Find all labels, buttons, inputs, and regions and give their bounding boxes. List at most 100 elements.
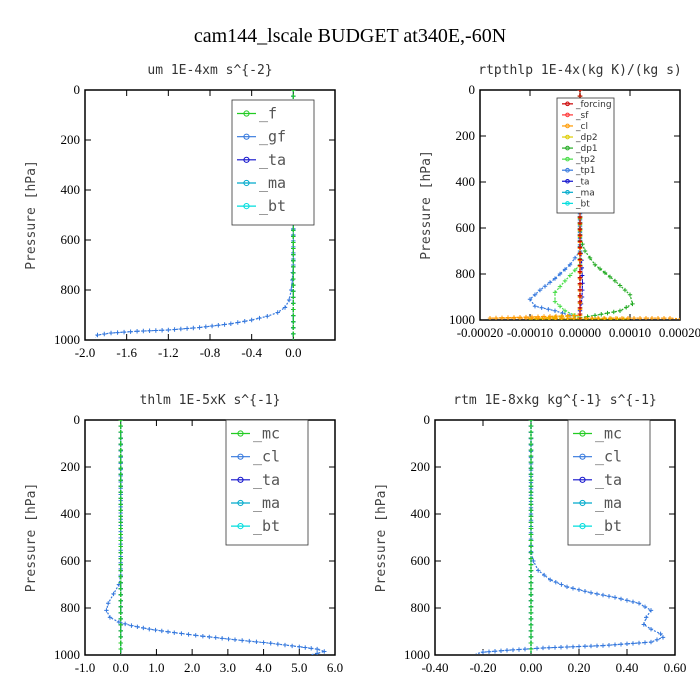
data-point [577, 257, 583, 262]
data-point [265, 314, 270, 319]
data-point [619, 315, 625, 320]
data-point [275, 310, 280, 315]
legend-marker [237, 476, 244, 483]
data-point [118, 478, 123, 483]
data-point [118, 496, 123, 501]
x-tick-label: 6.0 [327, 660, 343, 675]
data-point [118, 453, 123, 459]
data-point [165, 629, 171, 634]
y-tick-label: 200 [411, 459, 431, 474]
data-point [528, 514, 534, 519]
legend-marker [565, 190, 570, 195]
legend: _f _gf _ta _ma _bt [231, 99, 315, 226]
data-point [118, 508, 123, 513]
data-point [486, 649, 492, 654]
legend-label: _dp2 [575, 133, 598, 143]
data-point [594, 643, 600, 649]
data-point [642, 604, 648, 610]
data-point [592, 262, 598, 267]
legend-marker [565, 167, 570, 173]
data-point [546, 645, 552, 650]
series-group [104, 420, 327, 655]
data-point [291, 331, 296, 337]
data-point [600, 643, 606, 648]
data-point [532, 304, 538, 309]
data-point [572, 255, 578, 261]
data-point [118, 472, 123, 477]
data-point [572, 267, 578, 273]
data-point [596, 316, 601, 320]
data-point [118, 556, 123, 561]
data-point [528, 544, 534, 549]
data-point [540, 645, 546, 651]
data-point [197, 325, 202, 330]
data-point [118, 640, 123, 646]
data-point [577, 220, 583, 226]
data-point [504, 648, 510, 653]
legend-label: _ma [595, 494, 622, 512]
data-point [111, 591, 116, 597]
data-point [587, 255, 593, 261]
data-point [528, 490, 534, 495]
data-point [141, 328, 146, 334]
legend-marker [243, 133, 250, 140]
data-point [118, 604, 123, 609]
data-point [660, 635, 666, 640]
data-point [153, 328, 159, 333]
legend-label: _ma [253, 494, 280, 512]
data-point [219, 636, 225, 641]
legend-marker [565, 145, 570, 151]
data-point [577, 227, 583, 232]
data-point [134, 329, 140, 334]
data-point [510, 647, 516, 653]
data-point [595, 315, 601, 320]
data-point [308, 646, 314, 651]
data-point [630, 599, 636, 605]
x-tick-label: -2.0 [75, 345, 96, 360]
legend-marker [565, 112, 570, 118]
data-point [282, 642, 288, 648]
data-point [118, 459, 123, 465]
data-point [118, 502, 123, 507]
data-point [172, 327, 177, 332]
data-point [118, 598, 123, 603]
plot-frame [84, 419, 336, 656]
data-point [597, 266, 603, 272]
data-point [565, 315, 571, 320]
y-tick-label: 1000 [54, 647, 80, 662]
y-axis-label: Pressure [hPa] [374, 483, 389, 593]
data-point [529, 315, 535, 320]
data-point [247, 638, 252, 644]
data-point [648, 626, 654, 632]
legend-marker [243, 203, 250, 210]
data-point [492, 649, 498, 654]
data-point [291, 90, 296, 93]
data-point [289, 643, 295, 649]
data-point [291, 258, 296, 263]
data-point [528, 586, 534, 591]
data-point [624, 641, 630, 647]
data-point [261, 640, 266, 645]
y-tick-label: 800 [61, 600, 81, 615]
data-point [118, 466, 123, 471]
data-point [539, 305, 544, 310]
x-tick-label: 3.0 [220, 660, 236, 675]
legend-marker [237, 523, 244, 530]
data-point [606, 642, 612, 648]
data-point [589, 315, 595, 320]
data-point [577, 233, 583, 238]
x-tick-label: -0.8 [200, 345, 221, 360]
y-tick-label: 400 [411, 506, 431, 521]
data-point [607, 315, 613, 320]
data-point [528, 610, 534, 616]
legend-label: _tp1 [575, 166, 595, 176]
legend-marker [237, 430, 244, 437]
y-tick-label: 200 [61, 132, 81, 147]
data-point [106, 601, 111, 606]
data-point [542, 572, 547, 578]
data-point [567, 273, 573, 278]
data-point [570, 644, 576, 649]
panel-4: rtm 1E-8xkg kg^{-1} s^{-1} Pressure [hPa]… [374, 393, 686, 675]
data-point [257, 315, 262, 321]
data-point [193, 633, 198, 638]
